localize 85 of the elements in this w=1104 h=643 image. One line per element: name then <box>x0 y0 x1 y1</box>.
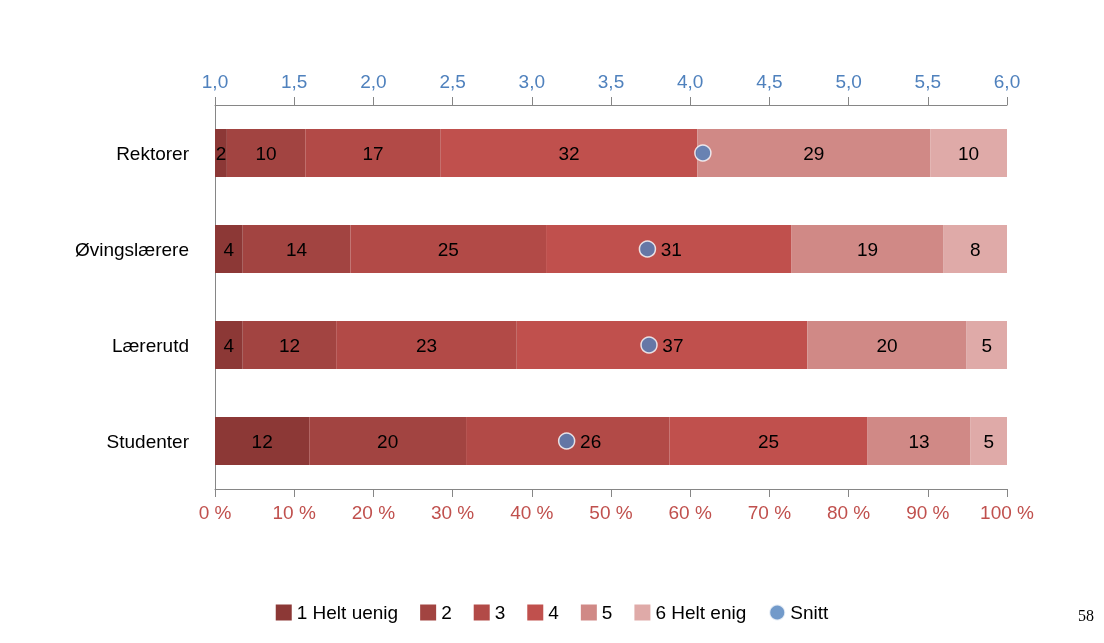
x2-tick-label: 2,0 <box>360 71 387 92</box>
bar <box>516 321 808 369</box>
data-label: 4 <box>223 238 235 260</box>
bar <box>242 321 337 369</box>
data-label: 2 <box>215 142 227 164</box>
data-label: 17 <box>362 142 384 164</box>
point <box>638 240 657 258</box>
bar <box>350 225 547 273</box>
data-label: 10 <box>958 142 980 164</box>
legend-label: Snitt <box>790 602 829 623</box>
legend-label: 4 <box>548 602 560 623</box>
x-tick-label: 50 % <box>589 502 633 523</box>
x-tick-label: 30 % <box>430 502 475 523</box>
data-label: 8 <box>970 238 981 260</box>
data-label: 12 <box>278 334 301 356</box>
x2-tick-label: 1,0 <box>201 71 229 92</box>
x-tick-label: 100 % <box>980 502 1035 523</box>
x2-tick-label: 4,0 <box>676 71 704 92</box>
data-label: 10 <box>255 142 277 164</box>
x-tick-label: 60 % <box>668 502 712 523</box>
legend-label: 3 <box>494 602 506 623</box>
bar <box>546 225 792 273</box>
bar <box>930 129 1007 177</box>
data-label: 32 <box>558 142 580 164</box>
bar <box>466 417 670 465</box>
bar <box>943 225 1007 273</box>
legend-label: 5 <box>601 602 613 623</box>
data-label: 25 <box>437 238 459 260</box>
bar <box>242 225 351 273</box>
point <box>640 336 658 354</box>
data-label: 19 <box>857 238 879 260</box>
x2-tick-label: 2,5 <box>439 71 466 92</box>
y-tick-label: Øvingslærere <box>74 238 189 260</box>
bar <box>966 321 1007 369</box>
legend-label: 6 Helt enig <box>655 602 747 623</box>
x-tick-label: 90 % <box>906 502 950 523</box>
x-tick-label: 0 % <box>198 502 232 523</box>
text: 58 <box>1078 606 1094 624</box>
x-tick-label: 40 % <box>510 502 554 523</box>
x2-tick-label: 6,0 <box>993 71 1021 92</box>
legend-label: 2 <box>441 602 452 623</box>
x2-tick-label: 5,0 <box>835 71 862 92</box>
bar <box>336 321 517 369</box>
data-label: 14 <box>286 238 308 260</box>
point <box>557 432 576 450</box>
bar <box>970 417 1007 465</box>
bar <box>440 129 698 177</box>
x2-tick-label: 3,5 <box>597 71 625 92</box>
data-label: 13 <box>908 430 930 452</box>
bar <box>215 417 310 465</box>
data-label: 5 <box>981 334 993 356</box>
x2-tick-label: 4,5 <box>756 71 783 92</box>
bar <box>669 417 868 465</box>
bar <box>309 417 467 465</box>
bar <box>215 321 243 369</box>
data-label: 37 <box>662 334 684 356</box>
data-label: 29 <box>803 142 825 164</box>
bar <box>215 225 243 273</box>
x-tick-label: 70 % <box>747 502 792 523</box>
x-tick-label: 10 % <box>272 502 316 523</box>
bar <box>697 129 931 177</box>
bar <box>807 321 967 369</box>
data-label: 25 <box>758 430 780 452</box>
data-label: 20 <box>876 334 898 356</box>
data-label: 12 <box>251 430 273 452</box>
x2-tick-label: 1,5 <box>280 71 308 92</box>
y-tick-label: Lærerutd <box>111 334 189 356</box>
legend-label: 1 Helt uenig <box>296 602 399 623</box>
data-label: 4 <box>223 334 235 356</box>
bar <box>867 417 971 465</box>
data-label: 23 <box>415 334 438 356</box>
bar <box>226 129 306 177</box>
x-tick-label: 80 % <box>826 502 871 523</box>
bar <box>305 129 441 177</box>
point <box>694 144 712 162</box>
x2-tick-label: 3,0 <box>518 71 546 92</box>
data-label: 5 <box>983 430 995 452</box>
data-label: 20 <box>377 430 399 452</box>
x2-tick-label: 5,5 <box>914 71 942 92</box>
data-label: 26 <box>580 430 602 452</box>
bar <box>791 225 944 273</box>
y-tick-label: Studenter <box>106 430 190 452</box>
data-label: 31 <box>660 238 682 260</box>
y-tick-label: Rektorer <box>116 142 190 164</box>
x-tick-label: 20 % <box>351 502 396 523</box>
